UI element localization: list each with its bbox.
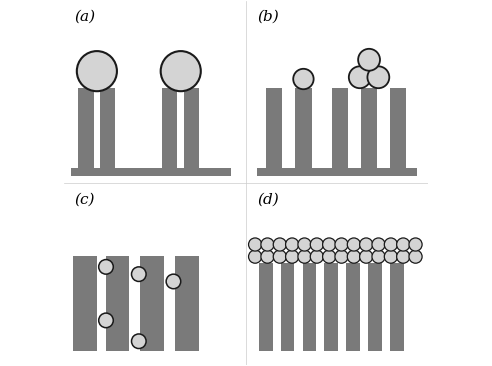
Circle shape [99, 313, 113, 328]
Bar [184, 88, 199, 168]
Circle shape [397, 250, 410, 263]
Circle shape [368, 66, 389, 88]
Text: (a): (a) [75, 10, 96, 24]
Circle shape [384, 238, 398, 251]
Bar [346, 263, 360, 351]
Circle shape [335, 250, 348, 263]
Bar [295, 88, 311, 168]
Text: (b): (b) [257, 10, 278, 24]
Circle shape [360, 238, 373, 251]
Bar [78, 88, 93, 168]
Circle shape [293, 69, 313, 89]
Circle shape [384, 250, 398, 263]
Circle shape [358, 49, 380, 71]
Circle shape [409, 250, 422, 263]
Bar [324, 263, 338, 351]
Circle shape [409, 238, 422, 251]
Circle shape [285, 238, 299, 251]
Bar [361, 88, 377, 168]
Circle shape [161, 51, 201, 91]
Circle shape [285, 250, 299, 263]
Circle shape [99, 259, 113, 274]
Circle shape [335, 238, 348, 251]
Circle shape [77, 51, 117, 91]
Circle shape [372, 238, 385, 251]
Bar [280, 263, 295, 351]
Circle shape [347, 238, 361, 251]
Circle shape [273, 250, 286, 263]
Circle shape [360, 250, 373, 263]
Circle shape [349, 66, 370, 88]
Circle shape [166, 274, 181, 289]
Circle shape [248, 238, 262, 251]
Circle shape [323, 238, 336, 251]
Circle shape [298, 238, 311, 251]
Circle shape [310, 238, 323, 251]
Bar [368, 263, 382, 351]
Circle shape [397, 238, 410, 251]
Bar [71, 168, 231, 176]
Circle shape [248, 250, 262, 263]
Bar [266, 88, 282, 168]
Bar [259, 263, 273, 351]
Bar [73, 256, 96, 351]
Text: (d): (d) [257, 193, 278, 207]
Bar [257, 168, 417, 176]
Circle shape [372, 250, 385, 263]
Circle shape [273, 238, 286, 251]
Circle shape [261, 250, 274, 263]
Bar [175, 256, 199, 351]
Circle shape [131, 334, 146, 348]
Bar [390, 263, 404, 351]
Circle shape [323, 250, 336, 263]
Bar [100, 88, 116, 168]
Text: (c): (c) [75, 193, 95, 207]
Circle shape [131, 267, 146, 281]
Circle shape [261, 238, 274, 251]
Circle shape [310, 250, 323, 263]
Circle shape [298, 250, 311, 263]
Bar [162, 88, 178, 168]
Bar [332, 88, 348, 168]
Bar [140, 256, 164, 351]
Circle shape [347, 250, 361, 263]
Bar [303, 263, 316, 351]
Bar [106, 256, 129, 351]
Bar [390, 88, 406, 168]
